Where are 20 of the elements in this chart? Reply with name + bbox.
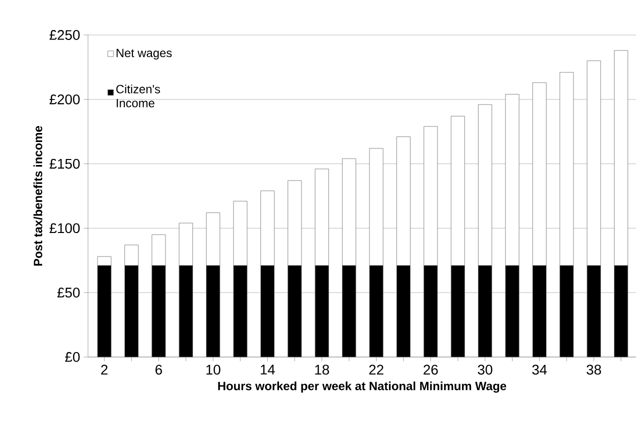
y-tick-label: £0 xyxy=(65,352,80,362)
x-tick-label: 18 xyxy=(315,364,330,375)
x-tick-label: 14 xyxy=(260,364,275,374)
x-tick-label: 6 xyxy=(156,364,162,375)
x-tick-label: 38 xyxy=(586,364,602,375)
x-tick-label: 22 xyxy=(369,364,384,375)
legend-label: Citizen's Income xyxy=(116,84,160,108)
y-tick-label: £100 xyxy=(50,223,80,234)
y-axis-title: Post tax/benefits income xyxy=(33,126,42,266)
y-tick-label: £200 xyxy=(50,94,80,104)
x-tick-label: 34 xyxy=(532,364,547,375)
legend-label: Net wages xyxy=(116,48,172,60)
x-tick-label: 2 xyxy=(101,364,108,375)
x-axis-title: Hours worked per week at National Minimum Wage xyxy=(218,381,506,393)
x-tick-label: 10 xyxy=(206,364,220,375)
x-tick-label: 30 xyxy=(478,364,492,375)
y-tick-label: £150 xyxy=(50,158,80,169)
x-tick-label: 26 xyxy=(424,364,438,375)
y-tick-label: £250 xyxy=(50,30,80,40)
y-tick-label: £50 xyxy=(57,288,80,298)
